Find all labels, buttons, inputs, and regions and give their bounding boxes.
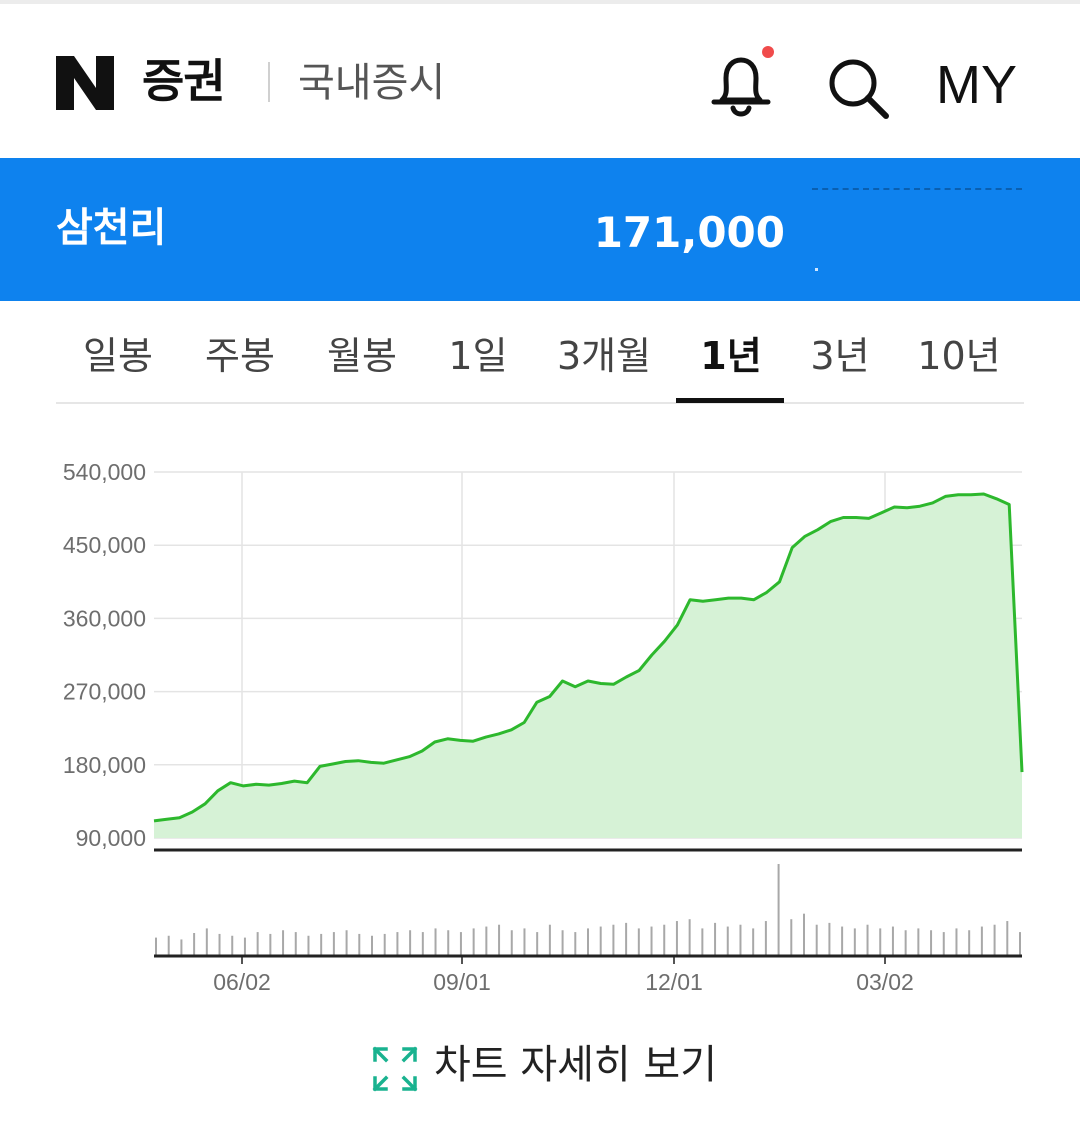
tab-weekly[interactable]: 주봉 <box>205 334 275 378</box>
tab-daily[interactable]: 일봉 <box>83 334 153 378</box>
price-chart[interactable]: 540,000 450,000 360,000 270,000 180,000 90,00… <box>0 420 1080 1000</box>
search-icon[interactable] <box>826 56 890 120</box>
tab-10years[interactable]: 10년 <box>917 334 1001 378</box>
header-divider <box>268 62 270 102</box>
y-tick-label: 450,000 <box>63 532 146 558</box>
chart-period-tabs: 일봉 주봉 월봉 1일 3개월 1년 3년 10년 <box>56 318 1024 404</box>
top-border <box>0 0 1080 4</box>
stock-summary-bar: 삼천리 171,000 <box>0 158 1080 301</box>
y-tick-label: 180,000 <box>63 752 146 778</box>
tab-monthly[interactable]: 월봉 <box>327 334 397 378</box>
stock-price: 171,000 <box>593 208 785 257</box>
y-tick-label: 270,000 <box>63 679 146 705</box>
active-tab-underline <box>676 398 784 403</box>
notification-dot <box>762 46 774 58</box>
bell-icon[interactable] <box>708 50 774 122</box>
expand-icon <box>372 1046 418 1092</box>
tab-1day[interactable]: 1일 <box>448 334 508 378</box>
price-change-placeholder <box>812 188 1022 190</box>
y-tick-label: 90,000 <box>76 825 146 851</box>
x-tick-label: 03/02 <box>856 969 914 995</box>
price-line <box>153 492 1024 823</box>
naver-logo[interactable] <box>54 52 116 114</box>
y-tick-label: 540,000 <box>63 459 146 485</box>
view-chart-detail-label: 차트 자세히 보기 <box>434 1042 718 1088</box>
tab-3years[interactable]: 3년 <box>810 334 870 378</box>
price-area-fill <box>154 494 1022 838</box>
x-tick-label: 06/02 <box>213 969 271 995</box>
my-menu-button[interactable]: MY <box>936 55 1017 115</box>
x-tick-label: 09/01 <box>433 969 491 995</box>
stock-name: 삼천리 <box>56 205 167 251</box>
tab-3months[interactable]: 3개월 <box>556 334 652 378</box>
tab-1year[interactable]: 1년 <box>700 334 762 378</box>
app-header: 증권 국내증시 MY <box>0 4 1080 158</box>
y-tick-label: 360,000 <box>63 605 146 631</box>
x-tick-label: 12/01 <box>645 969 703 995</box>
brand-title[interactable]: 증권 <box>142 54 226 108</box>
change-indicator-dot <box>815 268 818 271</box>
section-title[interactable]: 국내증시 <box>298 60 446 106</box>
